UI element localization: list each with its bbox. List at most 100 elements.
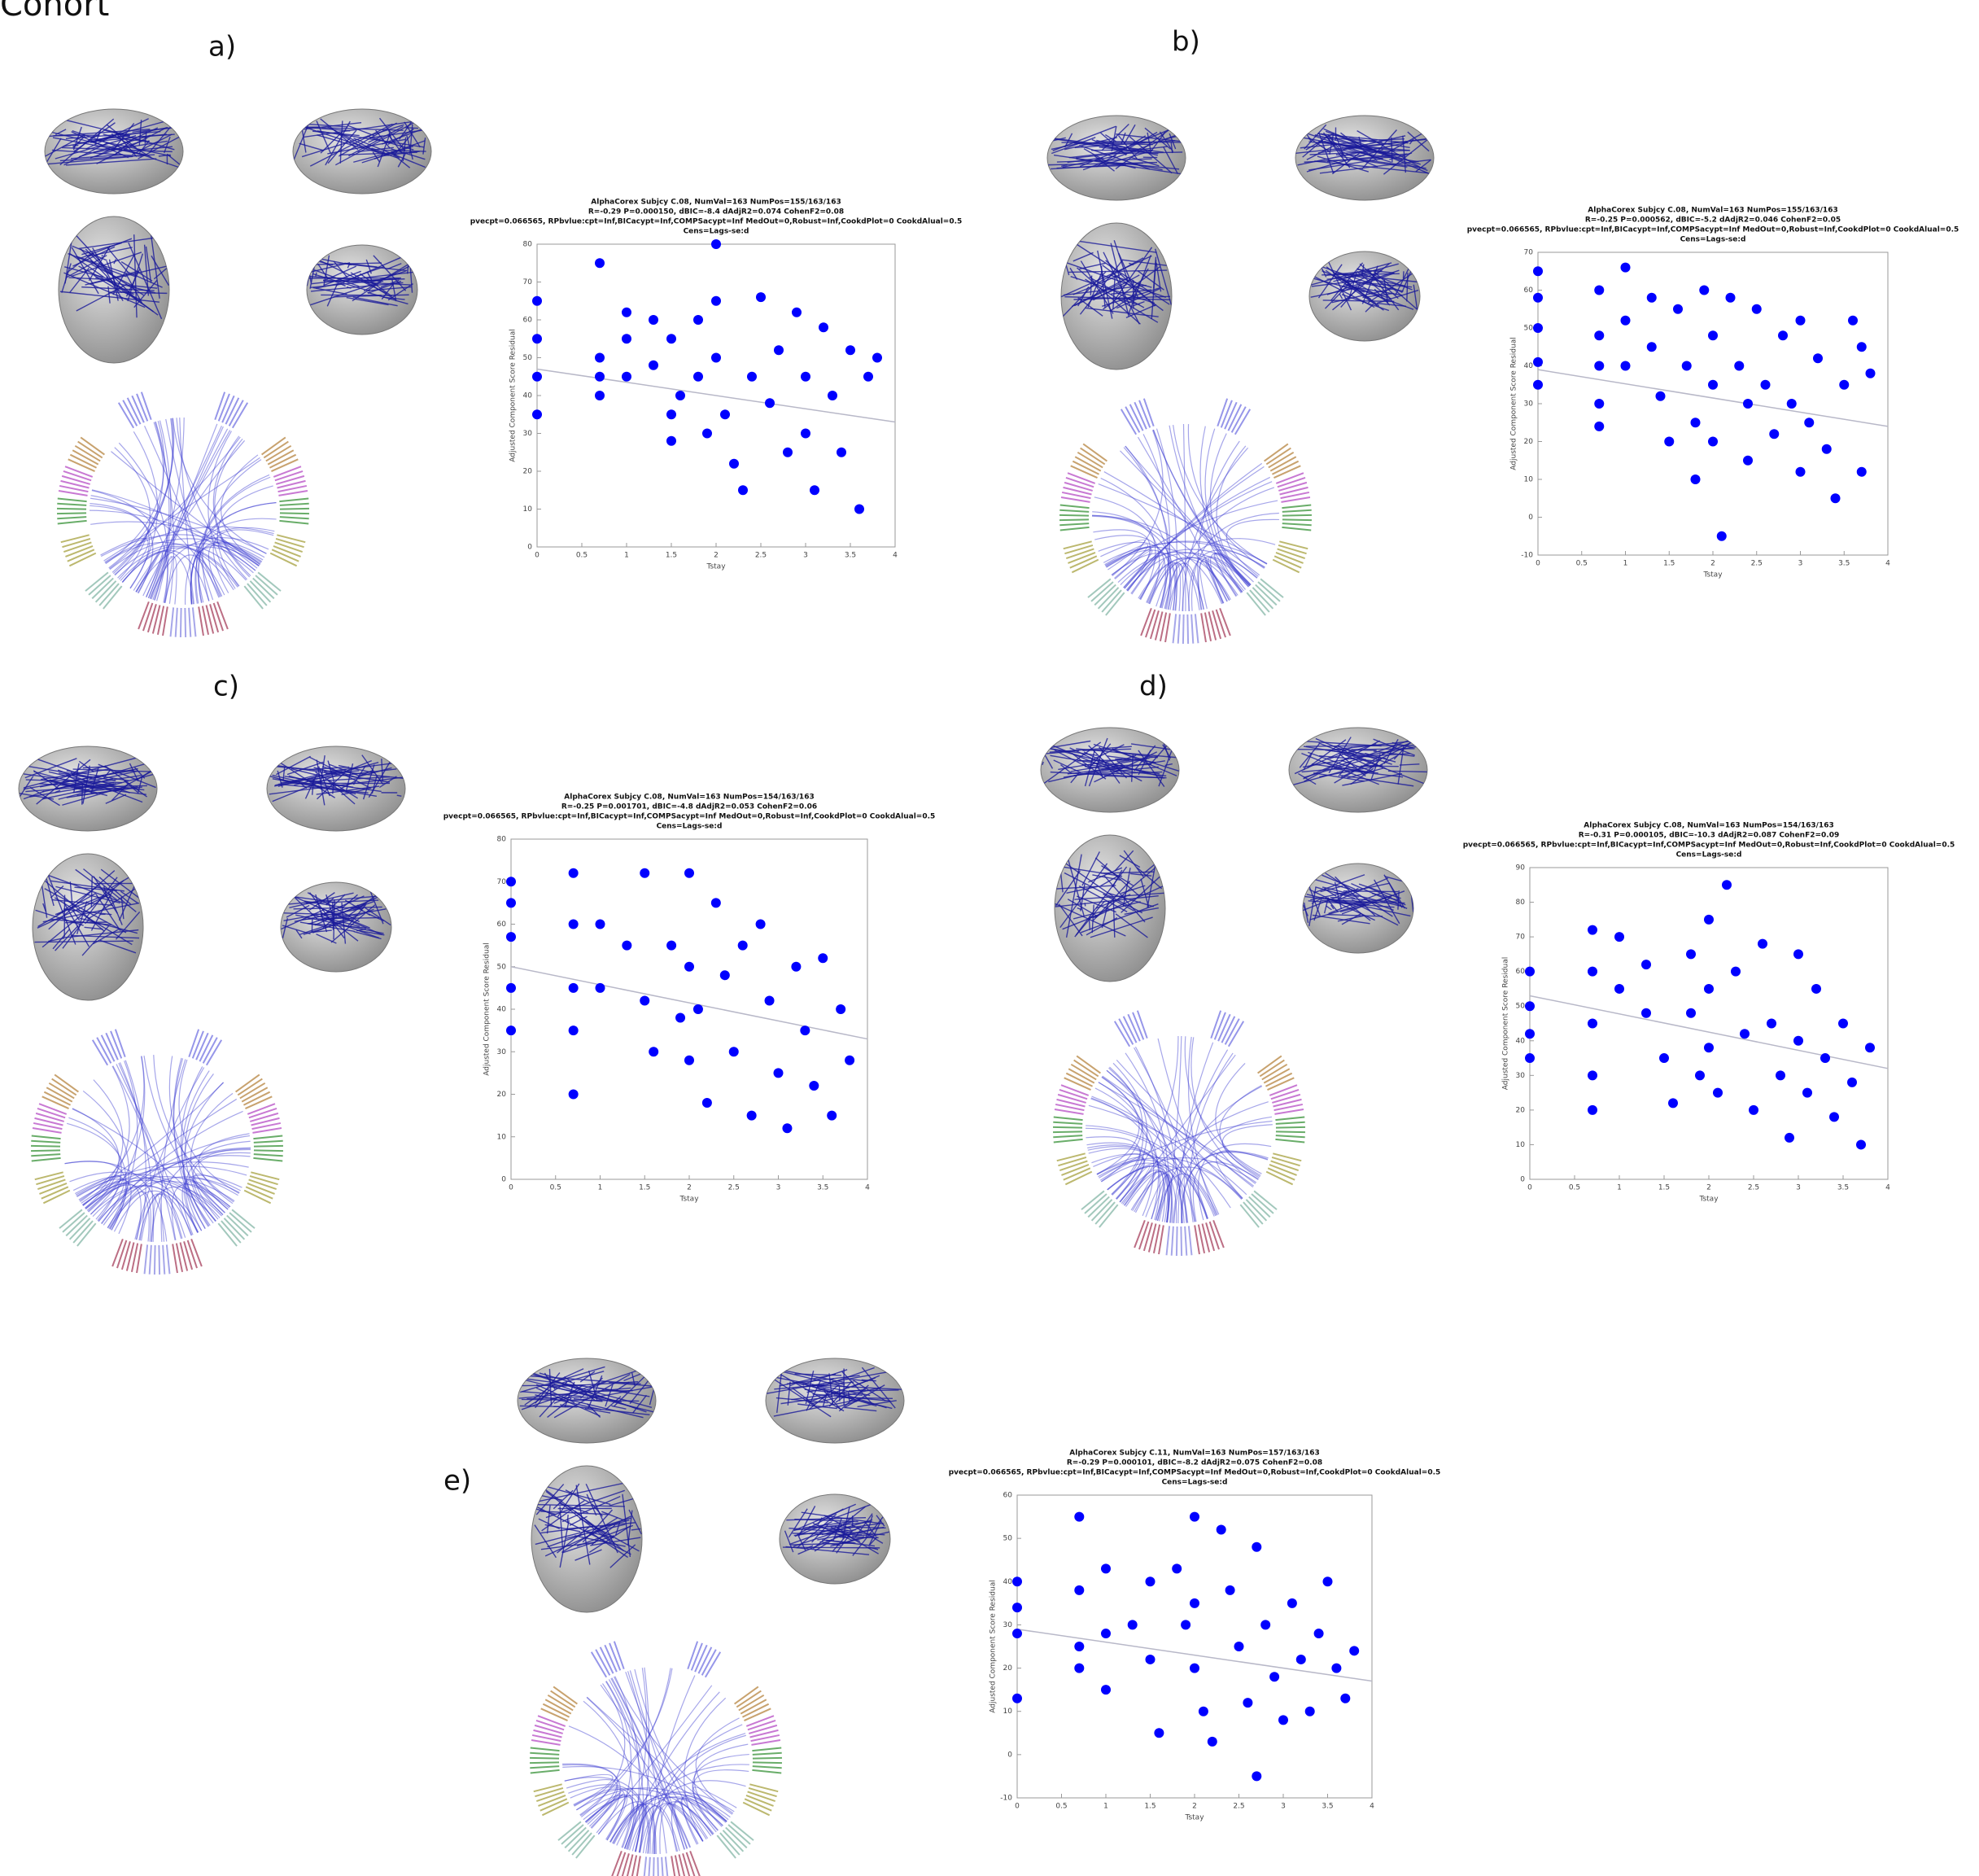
- y-tick-label: 90: [1516, 864, 1526, 872]
- chord-link: [199, 1134, 249, 1204]
- data-point: [569, 868, 579, 878]
- data-point: [1588, 1070, 1597, 1080]
- x-tick-label: 1: [598, 1184, 603, 1192]
- y-tick-label: 20: [1003, 1664, 1013, 1673]
- chord-label-block: [1276, 1122, 1305, 1124]
- data-point: [845, 345, 855, 355]
- brain-render: [281, 882, 391, 972]
- data-point: [1722, 880, 1732, 890]
- data-point: [845, 1056, 854, 1065]
- data-point: [828, 391, 837, 400]
- plot-title: pvecpt=0.066565, RPbvlue:cpt=Inf,BICacyp…: [1463, 842, 1955, 850]
- data-point: [1796, 316, 1806, 326]
- chord-label-block: [167, 1244, 170, 1274]
- y-tick-label: 0: [527, 544, 532, 552]
- chord-label-block: [752, 1748, 781, 1751]
- x-tick-label: 1: [1103, 1803, 1108, 1811]
- chord-label-block: [657, 1857, 658, 1876]
- plot-title: AlphaCorex Subjcy C.08, NumVal=163 NumPo…: [1584, 822, 1833, 830]
- data-point: [1588, 967, 1597, 977]
- data-point: [666, 941, 676, 951]
- data-point: [1847, 1078, 1857, 1087]
- chord-label-block: [1059, 515, 1089, 516]
- chord-label-block: [138, 601, 149, 629]
- chord-label-block: [32, 1158, 61, 1161]
- data-point: [783, 448, 793, 457]
- data-point: [738, 485, 748, 495]
- x-tick-label: 0.5: [576, 552, 588, 560]
- chord-label-block: [275, 542, 303, 552]
- chord-label-block: [1213, 1220, 1224, 1248]
- data-point: [649, 1047, 658, 1056]
- x-tick-label: 4: [893, 552, 898, 560]
- data-point: [1691, 474, 1701, 484]
- data-point: [1525, 1053, 1535, 1063]
- trend-line: [1538, 370, 1888, 426]
- data-point: [1588, 1105, 1597, 1115]
- chord-label-block: [214, 603, 223, 631]
- brain-render: [307, 245, 417, 335]
- chord-label-block: [1066, 549, 1094, 558]
- chord-label-block: [1139, 1222, 1148, 1249]
- x-tick-label: 0.5: [550, 1184, 561, 1192]
- chord-label-block: [63, 471, 91, 480]
- y-tick-label: 80: [497, 836, 507, 844]
- x-tick-label: 0: [509, 1184, 513, 1192]
- data-point: [666, 409, 676, 419]
- y-tick-label: 40: [1516, 1037, 1526, 1045]
- y-tick-label: 40: [523, 392, 533, 400]
- y-axis-label: Adjusted Component Score Residual: [509, 329, 518, 461]
- chord-label-block: [143, 603, 152, 631]
- x-tick-label: 2: [1706, 1184, 1711, 1192]
- chord-label-block: [666, 1856, 669, 1876]
- y-tick-label: 70: [497, 878, 507, 886]
- data-point: [622, 334, 631, 343]
- chord-label-block: [32, 1136, 61, 1139]
- y-tick-label: 80: [1516, 899, 1526, 907]
- chord-label-block: [1054, 1139, 1083, 1143]
- plot-frame: [1530, 868, 1888, 1179]
- data-point: [1533, 266, 1543, 276]
- chord-label-block: [1191, 614, 1193, 644]
- chord-label-block: [530, 1753, 559, 1755]
- data-point: [1305, 1707, 1315, 1716]
- data-point: [569, 1025, 579, 1035]
- data-point: [684, 868, 694, 878]
- chord-label-block: [1282, 510, 1312, 512]
- chord-label-block: [753, 1766, 782, 1768]
- chord-label-block: [1187, 614, 1188, 644]
- plot-title: pvecpt=0.066565, RPbvlue:cpt=Inf,BICacyp…: [949, 1469, 1441, 1477]
- x-tick-label: 3: [1798, 560, 1803, 568]
- x-tick-label: 2.5: [1233, 1803, 1244, 1811]
- x-tick-label: 1.5: [666, 552, 677, 560]
- chord-label-block: [1059, 519, 1089, 520]
- data-point: [1252, 1542, 1261, 1552]
- data-point: [1793, 949, 1803, 959]
- chord-label-block: [1141, 608, 1151, 636]
- data-point: [1804, 418, 1814, 427]
- data-point: [1349, 1646, 1359, 1655]
- y-tick-label: 60: [1516, 968, 1526, 976]
- y-tick-label: 20: [1524, 438, 1534, 446]
- data-point: [800, 1025, 810, 1035]
- data-point: [1074, 1512, 1084, 1522]
- x-tick-label: 0: [1015, 1803, 1020, 1811]
- chord-label-block: [142, 392, 151, 420]
- chord-label-block: [57, 517, 86, 518]
- data-point: [1533, 380, 1543, 390]
- data-point: [595, 372, 605, 382]
- brain-render: [1309, 251, 1420, 341]
- data-point: [1154, 1728, 1164, 1738]
- chord-label-block: [1053, 1131, 1082, 1132]
- chord-label-block: [280, 513, 309, 514]
- data-point: [720, 970, 730, 980]
- data-point: [1811, 984, 1821, 994]
- chord-label-block: [690, 1851, 701, 1876]
- plot-title: AlphaCorex Subjcy C.08, NumVal=163 NumPo…: [564, 794, 814, 802]
- data-point: [569, 920, 579, 929]
- data-point: [1743, 456, 1753, 466]
- plot-title: R=-0.25 P=0.000562, dBIC=-5.2 dAdjR2=0.0…: [1585, 216, 1841, 225]
- data-point: [1287, 1598, 1297, 1608]
- chord-label-block: [254, 1141, 283, 1143]
- data-point: [1838, 1019, 1848, 1029]
